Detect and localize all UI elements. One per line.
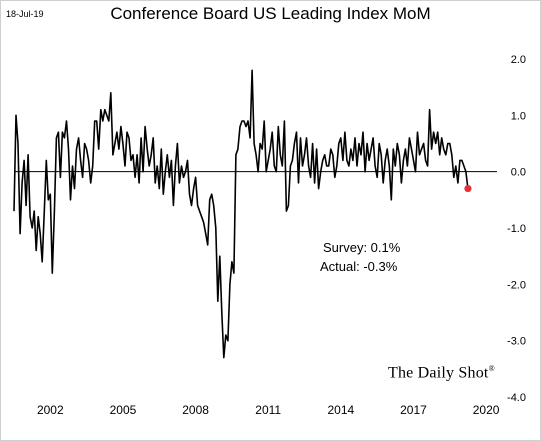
x-tick-label: 2002 <box>37 403 64 417</box>
series-line <box>13 69 469 359</box>
brand-logo: The Daily Shot® <box>388 364 495 382</box>
y-axis: 2.0 1.0 0.0 -1.0 -2.0 -3.0 -4.0 <box>507 54 526 404</box>
x-tick-label: 2020 <box>473 403 500 417</box>
x-axis: 2002 2005 2008 2011 2014 2017 2020 <box>37 403 500 417</box>
x-tick-label: 2014 <box>327 403 354 417</box>
date-stamp: 18-Jul-19 <box>6 9 44 19</box>
brand-name: The Daily Shot <box>388 364 489 382</box>
x-tick-label: 2005 <box>110 403 137 417</box>
brand-registered-mark: ® <box>488 364 495 373</box>
y-tick-label: -4.0 <box>507 392 526 404</box>
survey-annotation: Survey: 0.1% <box>323 240 401 255</box>
y-tick-label: 0.0 <box>511 167 526 179</box>
latest-point <box>464 184 472 193</box>
chart-title: Conference Board US Leading Index MoM <box>110 4 431 23</box>
actual-annotation: Actual: -0.3% <box>320 259 398 274</box>
x-tick-label: 2017 <box>400 403 427 417</box>
y-tick-label: 1.0 <box>511 110 526 122</box>
x-tick-label: 2011 <box>255 403 281 417</box>
y-tick-label: -1.0 <box>507 223 526 235</box>
y-tick-label: 2.0 <box>511 54 526 66</box>
y-tick-label: -2.0 <box>507 279 526 291</box>
x-tick-label: 2008 <box>182 403 209 417</box>
y-tick-label: -3.0 <box>507 336 526 348</box>
